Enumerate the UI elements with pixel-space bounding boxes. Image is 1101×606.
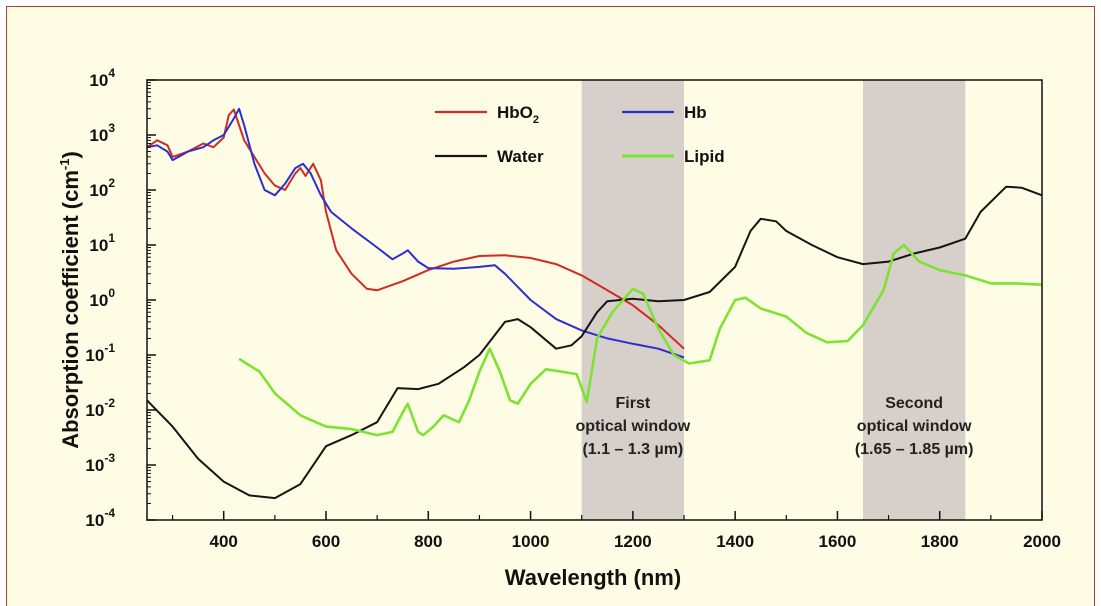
series-line-water bbox=[146, 185, 1043, 500]
y-axis-title-main: Absorption coefficient (cm bbox=[58, 170, 83, 449]
y-axis-title-sup: -1 bbox=[57, 159, 72, 171]
legend: HbO2 Hb Water Lipid bbox=[435, 103, 725, 166]
legend-label-hb: Hb bbox=[684, 103, 707, 122]
x-tick-label: 1600 bbox=[819, 532, 857, 551]
y-tick-label: 10-3 bbox=[85, 451, 115, 475]
optical-window-band-2 bbox=[863, 80, 966, 520]
y-tick-label: 101 bbox=[89, 231, 115, 255]
y-tick-label: 10-2 bbox=[85, 396, 115, 420]
y-tick-label: 103 bbox=[89, 121, 115, 145]
y-tick-label: 104 bbox=[89, 66, 115, 90]
band-1-label-line: optical window bbox=[576, 418, 691, 435]
y-axis-title-close: ) bbox=[58, 151, 83, 158]
y-tick-label: 100 bbox=[89, 286, 115, 310]
x-tick-label: 1000 bbox=[512, 532, 550, 551]
y-tick-label: 10-1 bbox=[85, 341, 115, 365]
x-tick-label: 2000 bbox=[1023, 532, 1061, 551]
x-tick-label: 800 bbox=[414, 532, 442, 551]
x-tick-label: 1400 bbox=[716, 532, 754, 551]
band-1-label-line: (1.1 – 1.3 µm) bbox=[582, 441, 683, 458]
series-line-hb bbox=[146, 107, 685, 359]
absorption-curves bbox=[146, 107, 1043, 500]
y-tick-label: 10-4 bbox=[85, 506, 115, 530]
legend-label-lipid: Lipid bbox=[684, 147, 725, 166]
series-line-hbo bbox=[146, 108, 685, 350]
x-tick-label: 1200 bbox=[614, 532, 652, 551]
legend-label-hbo: HbO2 bbox=[497, 103, 539, 126]
band-1-label-line: First bbox=[616, 395, 651, 412]
band-2-label-line: optical window bbox=[857, 418, 972, 435]
y-axis-ticks: 10-4 10-3 10-2 10-1 100 101 102 103 104 bbox=[85, 66, 156, 530]
x-tick-label: 400 bbox=[210, 532, 238, 551]
series-line-lipid bbox=[238, 243, 1043, 437]
legend-label-water: Water bbox=[497, 147, 544, 166]
band-2-label-line: (1.65 – 1.85 µm) bbox=[855, 441, 974, 458]
x-axis-ticks: 400 600 800 1000 1200 1400 1600 1800 2000 bbox=[171, 511, 1061, 551]
x-tick-label: 600 bbox=[312, 532, 340, 551]
x-tick-label: 1800 bbox=[921, 532, 959, 551]
y-tick-label: 102 bbox=[89, 176, 115, 200]
y-axis-title: Absorption coefficient (cm-1) bbox=[57, 151, 83, 449]
x-axis-title: Wavelength (nm) bbox=[505, 565, 681, 590]
band-2-label-line: Second bbox=[885, 395, 943, 412]
band-labels: First optical window (1.1 – 1.3 µm) Second o… bbox=[576, 395, 974, 458]
